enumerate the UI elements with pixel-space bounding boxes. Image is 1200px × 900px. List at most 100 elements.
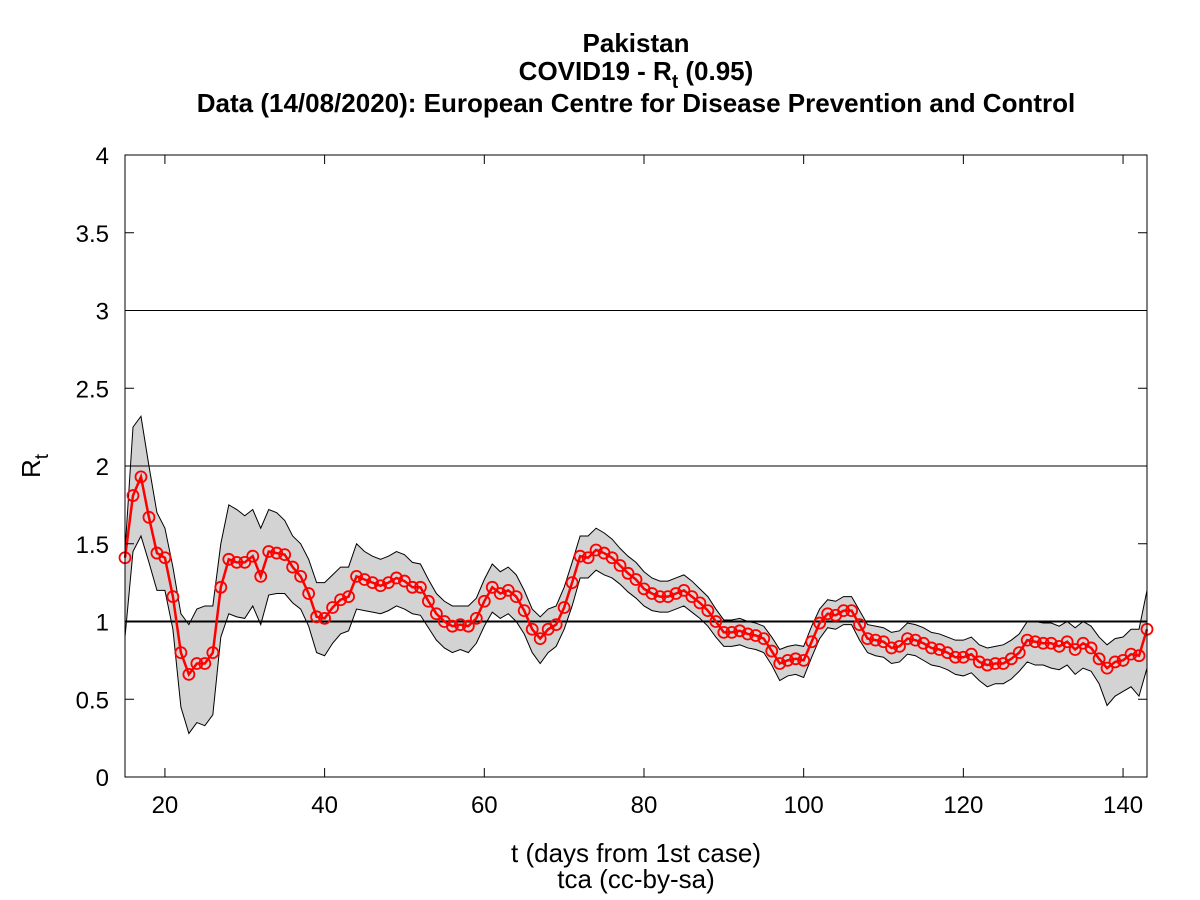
rt-marker — [302, 587, 316, 600]
y-label-sub: t — [32, 453, 53, 459]
x-tick-label: 40 — [311, 792, 338, 819]
rt-marker — [230, 556, 244, 569]
x-tick-label: 120 — [943, 792, 983, 819]
rt-marker — [757, 632, 771, 646]
rt-marker — [509, 590, 523, 604]
rt-marker — [589, 543, 603, 557]
rt-marker — [733, 624, 747, 638]
rt-marker — [422, 594, 435, 608]
rt-marker — [126, 489, 140, 502]
rt-marker — [182, 667, 196, 681]
rt-marker — [286, 560, 300, 574]
rt-marker — [246, 549, 260, 563]
x-tick-label: 100 — [784, 792, 824, 819]
x-tick-label: 80 — [631, 792, 658, 819]
title-line: Pakistan — [583, 28, 690, 58]
title-part: COVID19 - R — [519, 56, 672, 86]
rt-marker — [773, 657, 787, 670]
rt-marker — [278, 548, 292, 562]
title-line: COVID19 - Rt (0.95) — [519, 56, 754, 93]
rt-line — [123, 472, 1149, 677]
rt-marker — [709, 615, 723, 628]
rt-marker — [685, 590, 699, 604]
rt-marker — [565, 576, 579, 590]
rt-marker — [845, 604, 858, 618]
rt-marker — [621, 566, 635, 580]
rt-marker — [501, 584, 515, 597]
rt-marker — [270, 546, 284, 560]
rt-marker — [1036, 636, 1050, 650]
rt-marker — [429, 607, 443, 621]
rt-marker — [390, 571, 403, 585]
rt-marker — [980, 658, 994, 672]
rt-marker — [645, 587, 659, 600]
rt-marker — [1100, 661, 1114, 675]
rt-marker — [1012, 646, 1026, 659]
rt-marker — [613, 559, 627, 572]
rt-marker — [461, 619, 475, 633]
rt-marker — [414, 580, 427, 594]
rt-marker — [342, 590, 355, 604]
rt-marker — [901, 632, 914, 646]
rt-marker — [821, 607, 835, 621]
rt-marker — [318, 611, 332, 625]
rt-marker — [893, 639, 906, 653]
y-tick-label: 1.5 — [76, 532, 109, 559]
rt-marker — [142, 510, 156, 524]
rt-marker — [669, 587, 683, 600]
rt-marker — [581, 551, 595, 565]
y-tick-label: 3 — [96, 299, 109, 326]
rt-marker — [1068, 643, 1082, 656]
rt-marker — [805, 635, 819, 649]
rt-marker — [869, 633, 882, 647]
rt-marker — [885, 641, 898, 655]
rt-marker — [972, 655, 986, 669]
rt-marker — [1108, 655, 1122, 669]
rt-marker — [853, 618, 866, 632]
rt-marker — [629, 573, 643, 586]
rt-marker — [557, 601, 571, 614]
rt-marker — [877, 635, 890, 649]
rt-marker — [1124, 647, 1138, 661]
rt-marker — [174, 646, 188, 659]
rt-marker — [206, 646, 220, 659]
rt-marker — [573, 549, 587, 563]
rt-marker — [1132, 649, 1146, 663]
rt-marker — [1028, 635, 1042, 649]
rt-marker — [693, 596, 707, 610]
rt-marker — [493, 587, 507, 600]
y-axis-label: Rt — [16, 453, 53, 478]
rt-marker — [326, 601, 339, 614]
y-tick-label: 2.5 — [76, 376, 109, 403]
rt-marker — [398, 574, 411, 588]
rt-marker — [334, 593, 347, 607]
rt-marker — [469, 611, 483, 625]
rt-marker — [406, 580, 419, 594]
rt-marker — [956, 650, 970, 664]
rt-marker — [190, 657, 204, 670]
rt-marker — [453, 618, 467, 632]
rt-marker — [1060, 635, 1074, 649]
rt-marker — [485, 580, 499, 594]
rt-marker — [254, 570, 268, 583]
rt-marker — [238, 556, 252, 569]
rt-marker — [1084, 641, 1098, 655]
title-part: (0.95) — [678, 56, 753, 86]
rt-marker — [1092, 652, 1106, 666]
y-tick-label: 4 — [96, 143, 109, 170]
rt-marker — [797, 653, 811, 667]
rt-marker — [964, 647, 978, 661]
rt-marker — [1116, 653, 1130, 667]
y-label-main: R — [16, 459, 46, 478]
rt-marker — [517, 604, 531, 618]
rt-marker — [909, 633, 922, 647]
rt-marker — [549, 618, 563, 632]
rt-marker — [445, 619, 459, 633]
rt-marker — [725, 625, 739, 639]
rt-marker — [861, 632, 874, 646]
rt-marker — [749, 629, 763, 642]
rt-marker — [1044, 636, 1058, 650]
title-line: Data (14/08/2020): European Centre for D… — [197, 88, 1075, 118]
